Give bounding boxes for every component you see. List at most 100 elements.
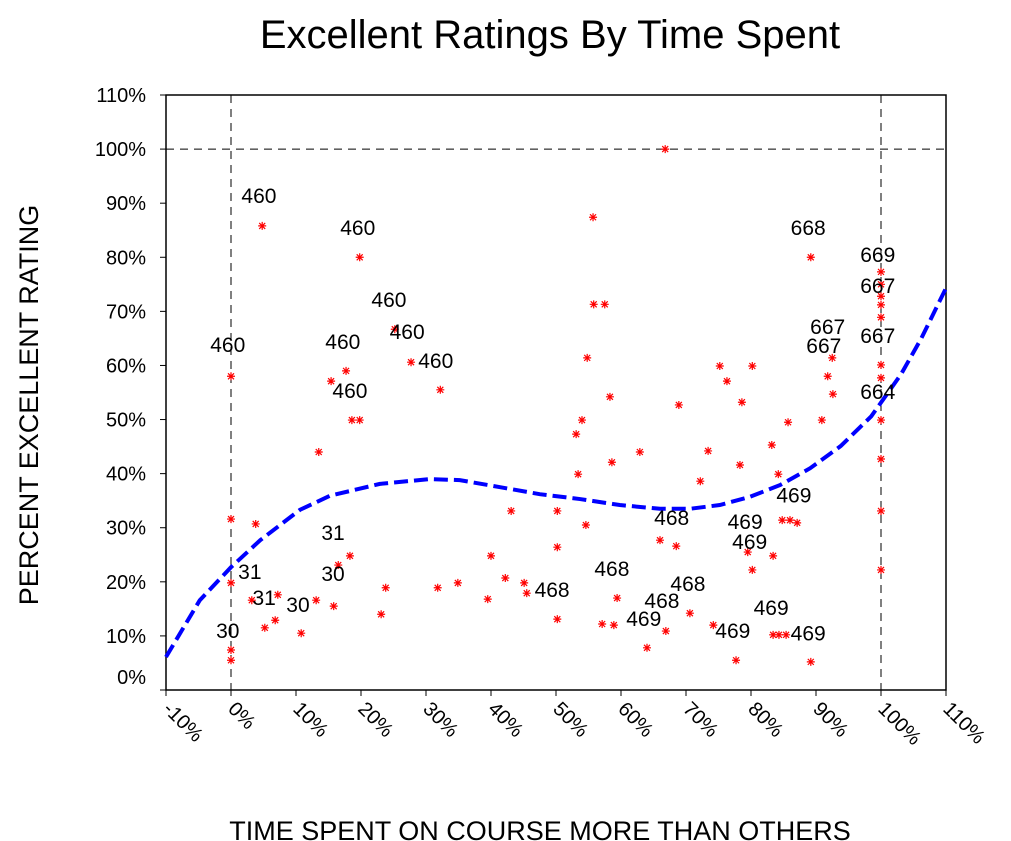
point: [828, 353, 837, 362]
annotation: 667: [810, 316, 845, 339]
y-tick-label: 40%: [106, 464, 146, 486]
annotation: 460: [210, 334, 245, 357]
point: [377, 610, 386, 619]
point: [553, 506, 562, 515]
point: [774, 470, 783, 479]
y-tick-label: 70%: [106, 301, 146, 323]
annotation: 668: [791, 217, 826, 240]
point: [877, 300, 885, 309]
point: [661, 145, 670, 154]
point: [782, 630, 791, 639]
point: [704, 446, 713, 455]
x-tick-label: 0%: [223, 698, 259, 734]
point: [696, 477, 705, 486]
point: [407, 358, 416, 367]
annotation: 469: [626, 608, 661, 631]
point: [589, 300, 598, 309]
point: [806, 253, 815, 262]
point: [247, 596, 256, 605]
point: [433, 583, 442, 592]
point: [732, 656, 741, 665]
annotation: 31: [252, 587, 275, 610]
annotation: 469: [715, 620, 750, 643]
point: [672, 542, 681, 551]
point: [583, 353, 592, 362]
x-tick-label: 10%: [288, 698, 332, 742]
point: [347, 416, 356, 425]
annotation: 468: [594, 558, 629, 581]
point: [823, 372, 832, 381]
x-tick-label: 70%: [678, 698, 722, 742]
point: [314, 448, 323, 456]
y-tick-label: 30%: [106, 518, 146, 540]
point: [774, 630, 783, 639]
point: [260, 623, 269, 632]
point: [355, 416, 364, 425]
point: [312, 596, 321, 605]
point: [453, 578, 462, 587]
point: [578, 416, 586, 425]
annotation: 460: [418, 350, 453, 373]
point: [553, 543, 562, 552]
point: [661, 627, 670, 636]
point: [613, 594, 622, 603]
point: [737, 398, 746, 407]
point: [784, 418, 793, 427]
point: [793, 518, 802, 527]
annotation: 469: [776, 484, 811, 507]
point: [507, 506, 516, 515]
point: [877, 313, 885, 322]
point: [609, 621, 618, 630]
annotation: 460: [325, 331, 360, 354]
point: [487, 551, 495, 560]
annotation: 460: [390, 321, 425, 344]
point: [828, 390, 837, 399]
point: [381, 583, 390, 592]
x-tick-label: 90%: [808, 698, 852, 742]
point: [877, 292, 885, 301]
y-tick-label: 110%: [96, 85, 146, 107]
annotation: 468: [535, 579, 570, 602]
annotation: 31: [238, 561, 261, 584]
chart-title: Excellent Ratings By Time Spent: [260, 13, 840, 57]
point: [877, 506, 885, 515]
point: [227, 372, 235, 381]
y-tick-label: 80%: [106, 247, 146, 269]
point: [436, 385, 445, 394]
point: [390, 325, 399, 334]
x-tick-label: 60%: [613, 698, 657, 742]
point: [227, 645, 235, 654]
y-tick-label: 0%: [117, 667, 146, 689]
annotation: 468: [644, 590, 679, 613]
annotation: 468: [654, 507, 689, 530]
x-tick-label: 50%: [548, 698, 592, 742]
point: [877, 416, 885, 425]
point: [786, 516, 794, 525]
point: [297, 629, 306, 638]
point: [329, 602, 338, 611]
point: [227, 578, 235, 587]
x-tick-label: 100%: [873, 698, 925, 750]
point: [483, 595, 492, 604]
point: [769, 551, 778, 560]
annotation: 469: [728, 511, 763, 534]
x-tick-label: 80%: [743, 698, 787, 742]
point: [574, 470, 583, 479]
point: [877, 565, 885, 574]
x-tick-label: -10%: [158, 698, 207, 747]
annotation: 667: [860, 275, 895, 298]
point: [778, 516, 787, 525]
point: [748, 565, 757, 574]
point: [635, 448, 644, 456]
annotation: 460: [241, 185, 276, 208]
point: [251, 519, 260, 528]
point: [342, 366, 351, 375]
point: [656, 536, 664, 545]
y-tick-label: 60%: [106, 355, 146, 377]
y-tick-label: 50%: [106, 410, 146, 432]
point: [715, 361, 724, 370]
point: [743, 548, 752, 557]
annotation: 469: [754, 597, 789, 620]
point: [581, 521, 590, 530]
point: [806, 657, 815, 666]
